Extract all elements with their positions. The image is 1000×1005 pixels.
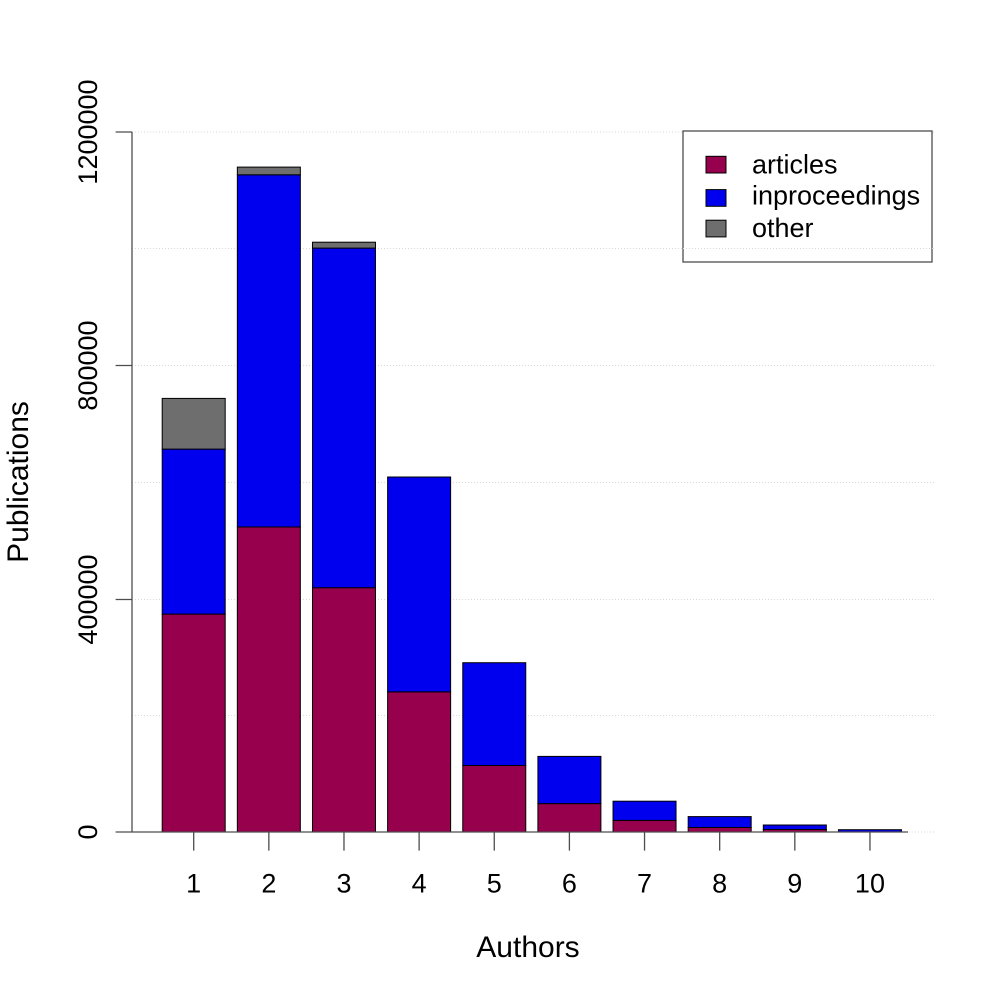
svg-text:3: 3: [336, 868, 351, 898]
svg-text:1: 1: [186, 868, 201, 898]
svg-text:9: 9: [787, 868, 802, 898]
svg-text:Authors: Authors: [476, 931, 579, 964]
svg-text:7: 7: [637, 868, 652, 898]
svg-text:articles: articles: [752, 150, 838, 180]
svg-text:inproceedings: inproceedings: [752, 181, 920, 211]
svg-text:8: 8: [712, 868, 727, 898]
svg-text:4: 4: [412, 868, 427, 898]
svg-text:400000: 400000: [73, 554, 103, 644]
svg-text:0: 0: [73, 824, 103, 839]
svg-text:1200000: 1200000: [73, 79, 103, 184]
svg-text:800000: 800000: [73, 320, 103, 410]
svg-text:other: other: [752, 213, 814, 243]
svg-text:Publications: Publications: [2, 401, 35, 563]
svg-text:6: 6: [562, 868, 577, 898]
svg-text:5: 5: [487, 868, 502, 898]
svg-text:2: 2: [261, 868, 276, 898]
svg-text:10: 10: [855, 868, 885, 898]
